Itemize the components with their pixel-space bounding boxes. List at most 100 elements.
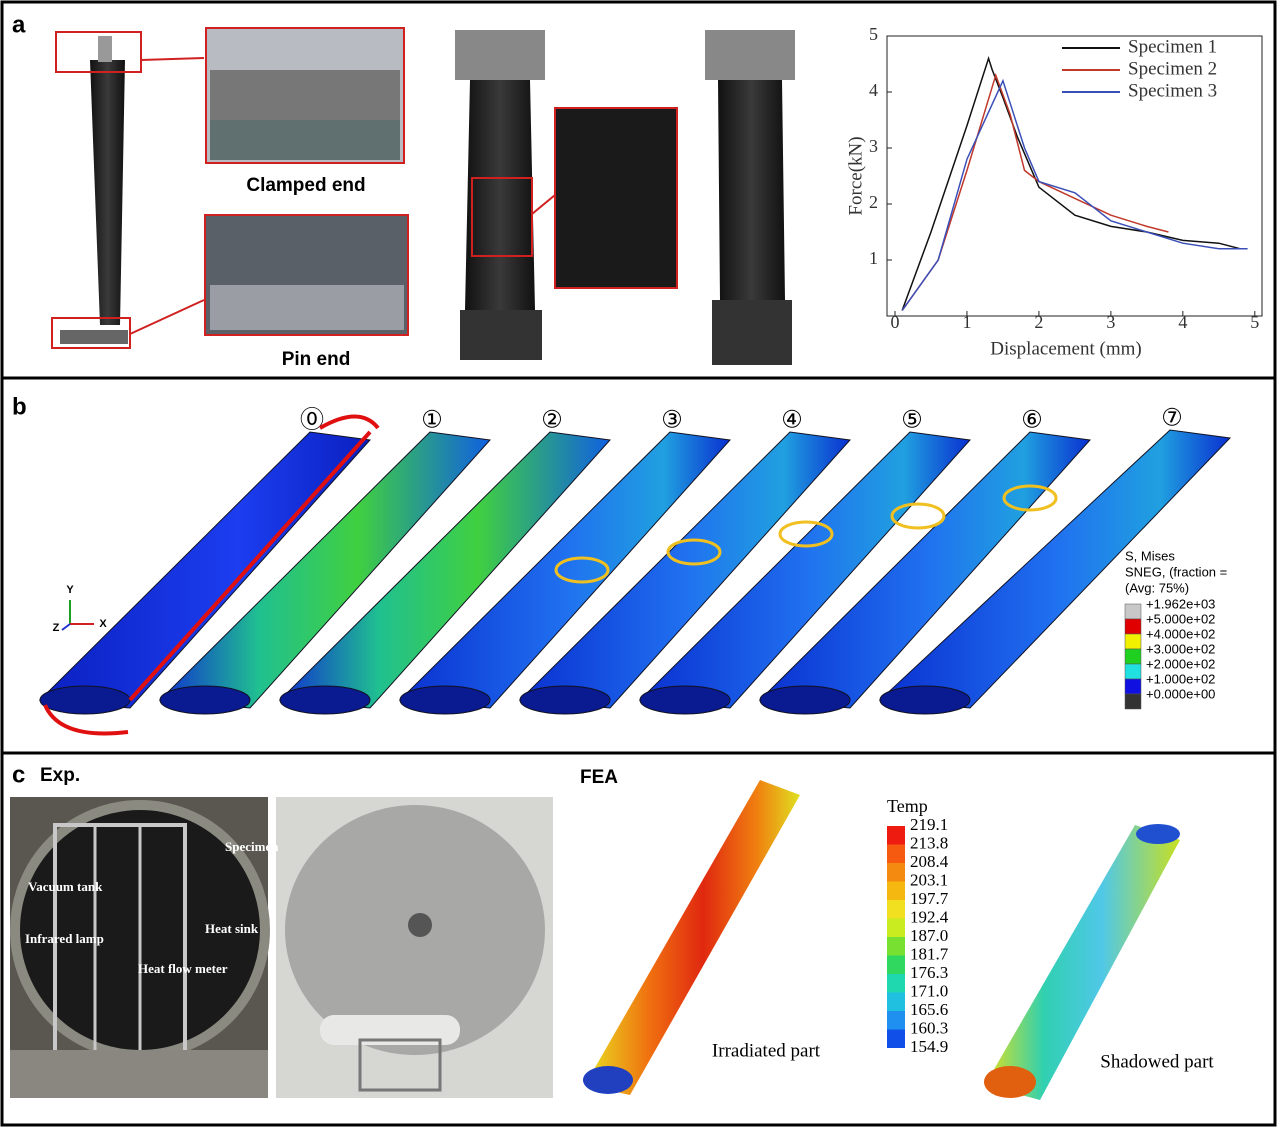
caption: Shadowed part [1100, 1051, 1214, 1072]
legend-label: Specimen 3 [1128, 80, 1217, 101]
legend-label: 176.3 [910, 963, 948, 982]
legend-swatch [887, 919, 905, 938]
axis-letter: Z [53, 622, 60, 634]
y-tick-label: 2 [869, 192, 878, 212]
stage-label: ③ [661, 408, 683, 434]
caption: Irradiated part [712, 1040, 821, 1061]
temp-legend: 219.1213.8208.4203.1197.7192.4187.0181.7… [887, 815, 949, 1056]
x-tick-label: 5 [1250, 312, 1259, 332]
x-axis-label: Displacement (mm) [990, 338, 1141, 359]
stage-label: ⑥ [1021, 408, 1043, 434]
legend-label: +5.000e+02 [1146, 611, 1215, 626]
photos-c [10, 797, 553, 1098]
figure: a Clamped end Pin end 01234512345Specime… [0, 0, 1277, 1127]
legend-swatch [1125, 679, 1141, 694]
photos-a [52, 28, 795, 365]
fea-tube-end [280, 686, 370, 714]
legend-label: 208.4 [910, 852, 949, 871]
chart: 01234512345Specimen 1Specimen 2Specimen … [869, 24, 1259, 332]
stage-label: ⑤ [901, 408, 923, 434]
legend-swatch [1125, 619, 1141, 634]
panel-label: a [12, 11, 26, 38]
fea-tube-end [583, 1066, 633, 1094]
fea-tube-end [1136, 824, 1180, 844]
series-line [902, 75, 1168, 310]
x-tick-label: 3 [1106, 312, 1115, 332]
legend-swatch [887, 900, 905, 919]
legend-label: 219.1 [910, 815, 948, 834]
legend-label: +2.000e+02 [1146, 656, 1215, 671]
legend-swatch [887, 882, 905, 901]
legend-swatch [887, 993, 905, 1012]
fea-tube-end [520, 686, 610, 714]
legend-label: 165.6 [910, 1000, 948, 1019]
legend-label: 181.7 [910, 944, 949, 963]
panel-label: c [12, 761, 25, 788]
annotation: Infrared lamp [25, 931, 104, 946]
fea-tube-end [760, 686, 850, 714]
legend-label: 160.3 [910, 1018, 948, 1037]
fea-tube-end [400, 686, 490, 714]
legend-label: +3.000e+02 [1146, 641, 1215, 656]
legend-swatch [887, 863, 905, 882]
legend-swatch [1125, 664, 1141, 679]
legend-swatch [887, 845, 905, 864]
annotation: Heat flow meter [138, 961, 228, 976]
legend-swatch [887, 956, 905, 975]
y-tick-label: 1 [869, 248, 878, 268]
legend-label: 203.1 [910, 870, 948, 889]
legend-swatch [1125, 634, 1141, 649]
axis-letter: X [99, 618, 107, 630]
fea-tube-end [160, 686, 250, 714]
x-tick-label: 4 [1178, 312, 1187, 332]
arrow [320, 417, 378, 429]
stage-label: ① [421, 408, 443, 434]
legend-swatch [887, 1011, 905, 1030]
fea-tube-end [984, 1066, 1036, 1098]
legend-label: +1.000e+02 [1146, 671, 1215, 686]
legend-label: +0.000e+00 [1146, 686, 1215, 701]
legend-swatch [1125, 604, 1141, 619]
legend-label: +4.000e+02 [1146, 626, 1215, 641]
stage-label: ⓪ [300, 407, 324, 434]
x-tick-label: 0 [891, 312, 900, 332]
y-axis-label: Force(kN) [845, 136, 866, 215]
series-line [902, 81, 1247, 311]
fea-tube-end [40, 686, 130, 714]
y-tick-label: 4 [869, 80, 878, 100]
fea-tube-end [640, 686, 730, 714]
annotation: Specimen [225, 839, 279, 854]
legend-title: Temp [887, 796, 928, 816]
legend-label: +1.962e+03 [1146, 596, 1215, 611]
axis-letter: Y [66, 584, 74, 596]
annotation: Heat sink [205, 921, 259, 936]
photo-label: Pin end [282, 349, 351, 370]
stage-label: ② [541, 408, 563, 434]
triad [62, 600, 94, 630]
annotation: Vacuum tank [28, 879, 103, 894]
legend-label: Specimen 1 [1128, 36, 1217, 57]
stage-label: ④ [781, 408, 803, 434]
legend-swatch [887, 826, 905, 845]
legend-label: 154.9 [910, 1037, 948, 1056]
legend-title: S, Mises [1125, 548, 1175, 563]
legend-label: 197.7 [910, 889, 949, 908]
legend-swatch [1125, 649, 1141, 664]
y-tick-label: 3 [869, 136, 878, 156]
x-tick-label: 2 [1034, 312, 1043, 332]
legend-swatch [1125, 694, 1141, 709]
y-tick-label: 5 [869, 24, 878, 44]
legend-label: 171.0 [910, 981, 948, 1000]
panel-label: b [12, 393, 27, 420]
legend-swatch [887, 1030, 905, 1049]
legend-label: 213.8 [910, 833, 948, 852]
legend-label: 187.0 [910, 926, 948, 945]
photo-label: Clamped end [246, 175, 365, 196]
fea-tube-end [880, 686, 970, 714]
legend-title: (Avg: 75%) [1125, 580, 1189, 595]
legend-swatch [887, 974, 905, 993]
legend-title: SNEG, (fraction = [1125, 564, 1227, 579]
section-title: FEA [580, 767, 618, 788]
legend-label: Specimen 2 [1128, 58, 1217, 79]
